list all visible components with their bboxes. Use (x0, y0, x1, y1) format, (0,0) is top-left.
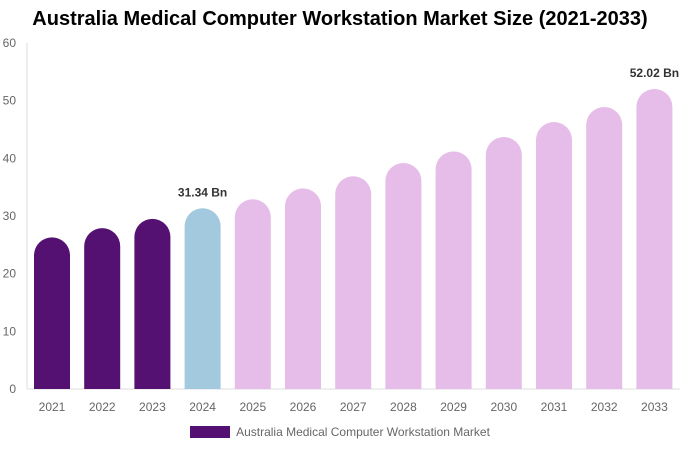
bar-2031 (536, 122, 572, 389)
bar-2028 (385, 162, 422, 389)
x-tick-label: 2023 (139, 400, 166, 414)
bar-2025 (234, 199, 271, 389)
x-tick-label: 2029 (440, 400, 467, 414)
x-tick-label: 2033 (641, 400, 668, 414)
data-label-2033: 52.02 Bn (630, 66, 679, 80)
x-tick-label: 2021 (39, 400, 66, 414)
y-tick-label: 0 (9, 382, 16, 396)
y-tick-label: 40 (3, 151, 17, 165)
chart-title: Australia Medical Computer Workstation M… (32, 8, 648, 30)
bar-2032 (586, 107, 623, 389)
bar-2030 (485, 136, 522, 389)
x-tick-label: 2022 (89, 400, 116, 414)
legend-label: Australia Medical Computer Workstation M… (236, 425, 490, 439)
x-tick-label: 2024 (189, 400, 216, 414)
bar-2029 (435, 151, 472, 389)
y-tick-label: 60 (3, 36, 17, 50)
bar-2024 (184, 208, 221, 389)
y-tick-label: 10 (3, 324, 17, 338)
y-tick-label: 50 (3, 94, 17, 108)
x-tick-label: 2026 (290, 400, 317, 414)
x-tick-label: 2031 (541, 400, 568, 414)
bar-2033 (636, 89, 673, 389)
bar-2027 (335, 176, 372, 389)
x-tick-label: 2028 (390, 400, 417, 414)
x-tick-label: 2027 (340, 400, 367, 414)
y-tick-label: 20 (3, 267, 17, 281)
legend-swatch (190, 426, 231, 438)
x-tick-label: 2032 (591, 400, 618, 414)
y-tick-label: 30 (3, 209, 17, 223)
bar-2023 (134, 218, 171, 389)
bar-2026 (285, 188, 321, 389)
data-label-2024: 31.34 Bn (178, 185, 227, 199)
x-tick-label: 2025 (239, 400, 266, 414)
bar-2022 (84, 228, 121, 389)
bar-2021 (34, 237, 70, 389)
legend: Australia Medical Computer Workstation M… (0, 425, 680, 439)
x-tick-label: 2030 (490, 400, 517, 414)
